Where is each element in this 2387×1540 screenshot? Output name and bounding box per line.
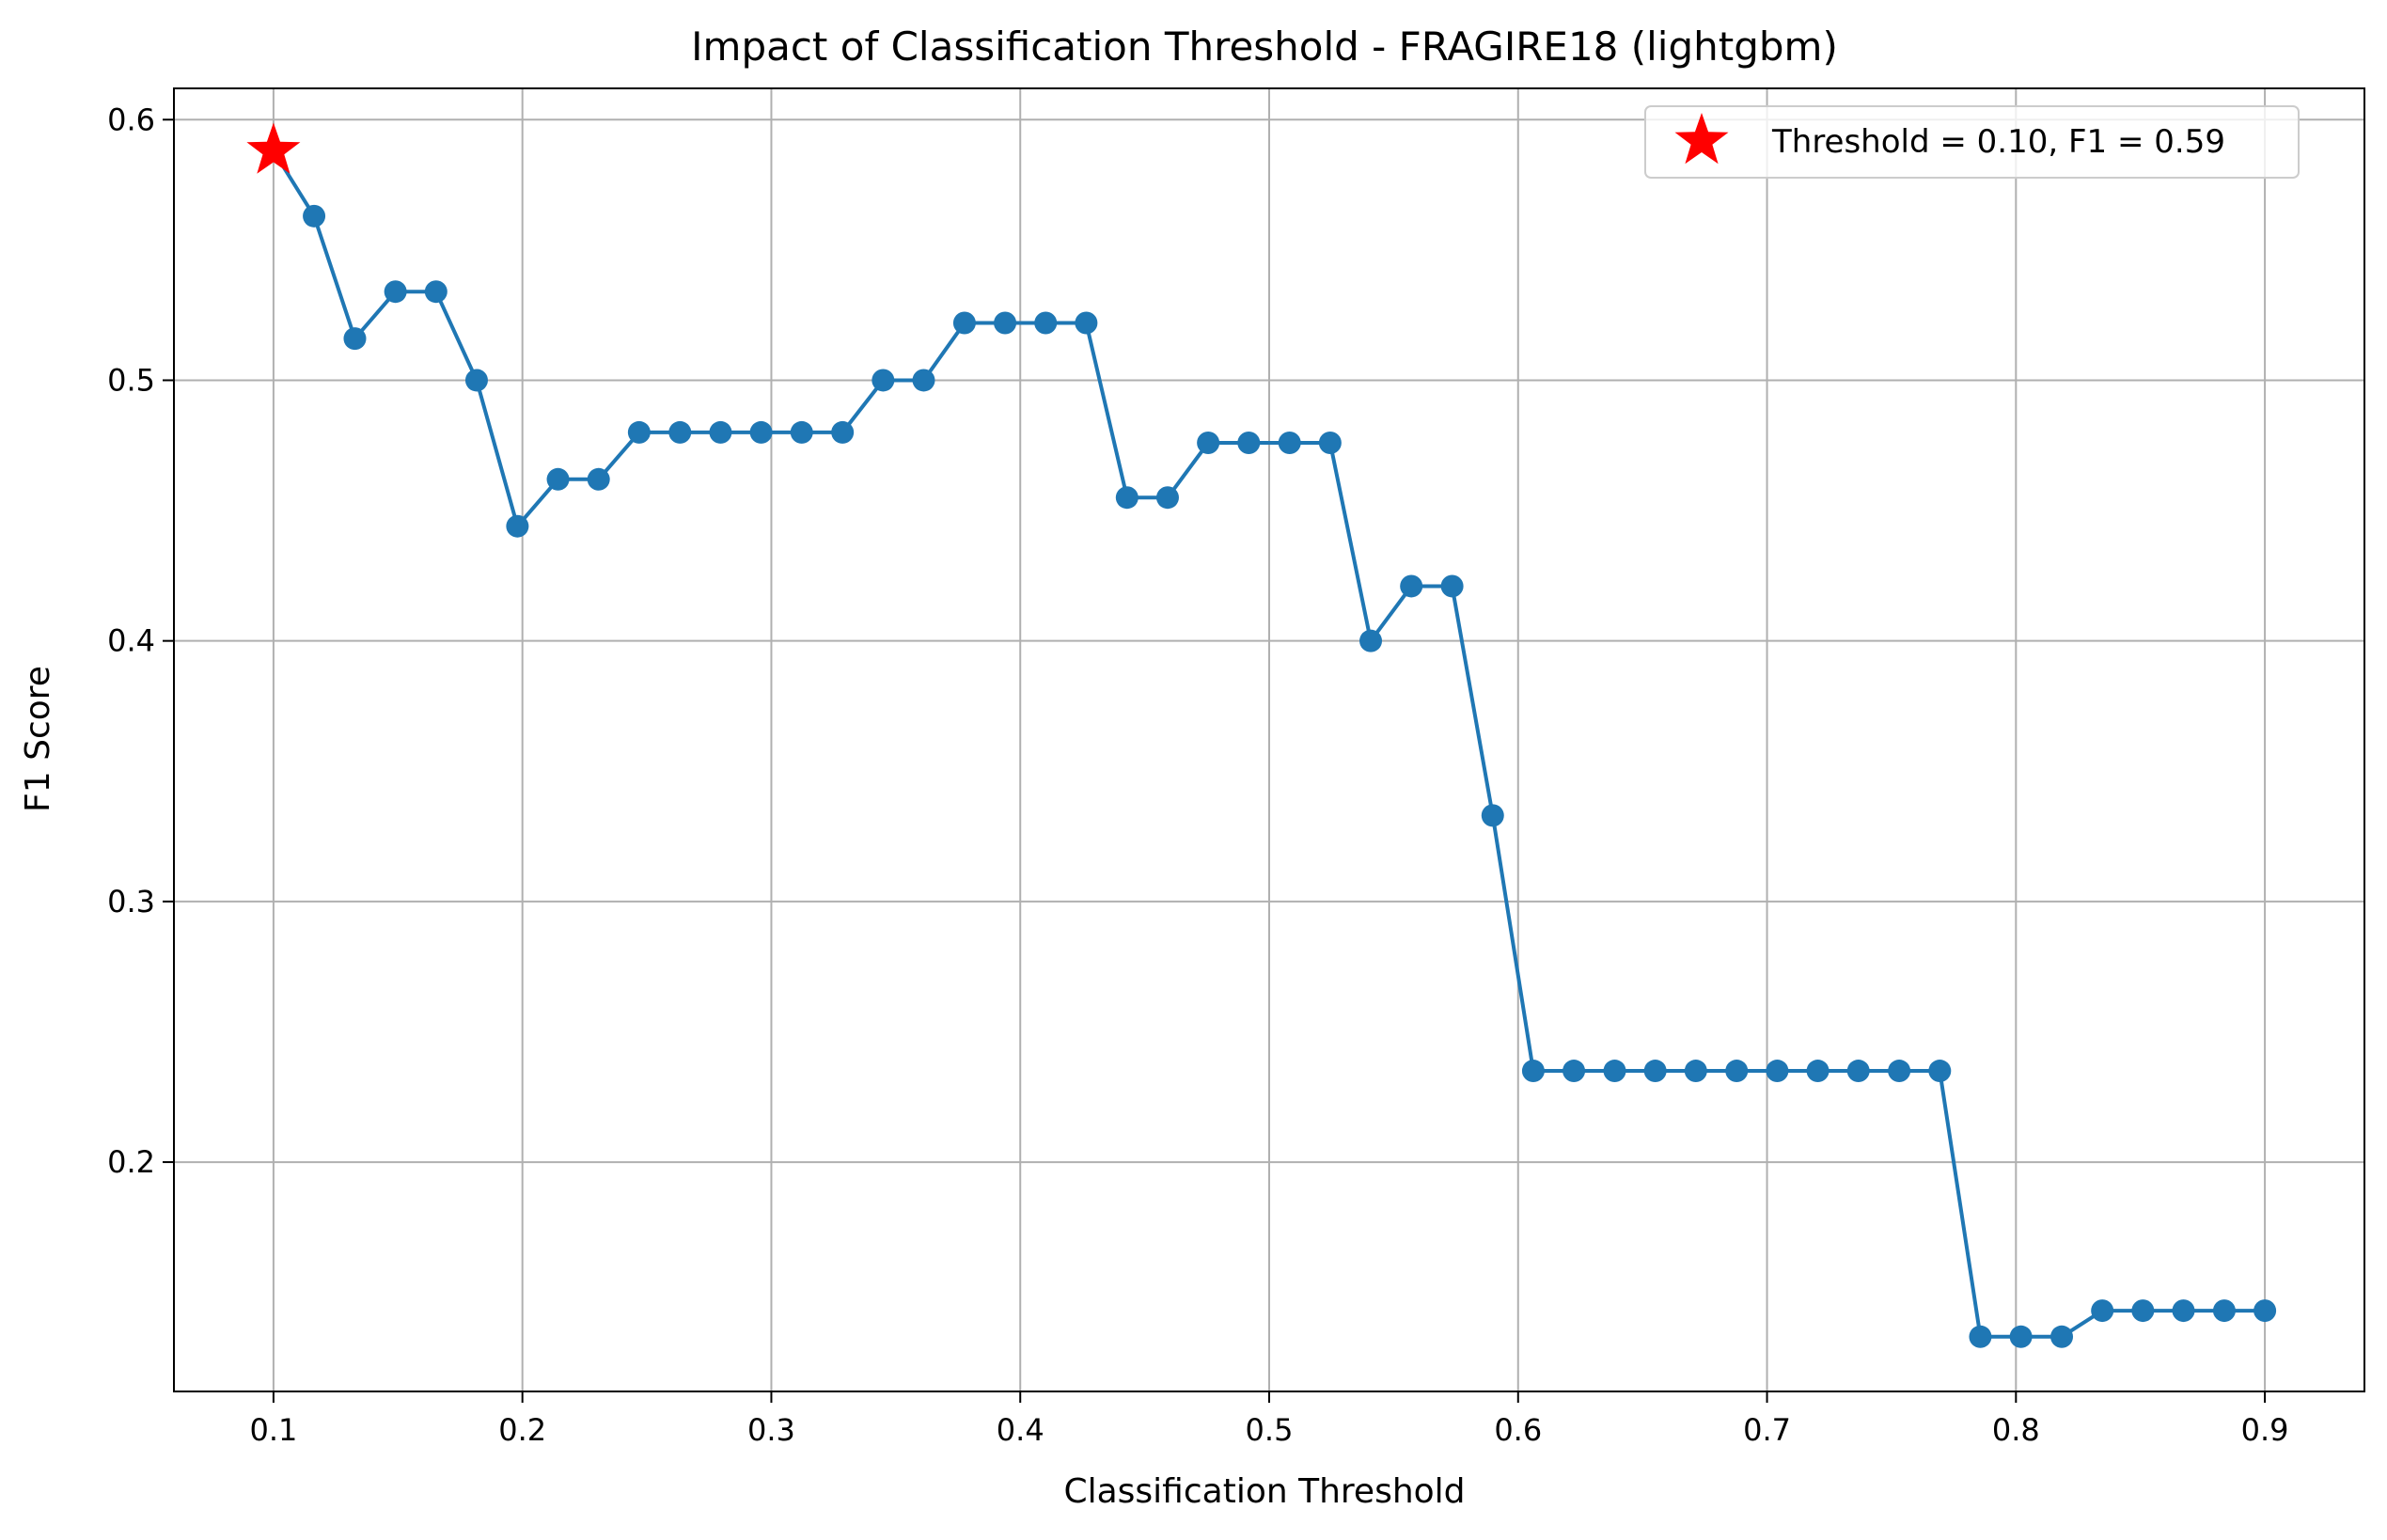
f1-data-point: [1481, 804, 1504, 827]
chart-title: Impact of Classification Threshold - FRA…: [691, 24, 1838, 70]
f1-data-point: [912, 369, 935, 392]
ticks-layer: 0.1 0.2 0.3 0.4 0.5 0.6 0.7 0.8 0.9 0.2 0.3 0.4 0.5 0…: [107, 102, 2288, 1448]
f1-data-point: [1928, 1060, 1952, 1083]
legend-box: [1644, 105, 2300, 179]
f1-data-point: [2091, 1299, 2114, 1323]
f1-data-point: [872, 369, 895, 392]
f1-data-point: [1237, 431, 1261, 454]
f1-data-point: [464, 369, 488, 392]
f1-data-point: [506, 514, 529, 538]
f1-data-point: [546, 467, 570, 491]
f1-data-point: [790, 420, 813, 444]
legend-label: Threshold = 0.10, F1 = 0.59: [1771, 123, 2225, 161]
y-tick-label: 0.6: [107, 102, 155, 137]
x-tick-label: 0.7: [1743, 1412, 1791, 1448]
f1-data-point: [1318, 431, 1342, 454]
f1-data-point: [749, 420, 773, 444]
x-tick-label: 0.9: [2241, 1412, 2289, 1448]
f1-data-point: [1155, 486, 1179, 510]
f1-data-point: [831, 420, 855, 444]
f1-data-point: [1521, 1060, 1545, 1083]
f1-data-point: [1359, 629, 1383, 652]
f1-data-point: [2212, 1299, 2236, 1323]
y-axis-title: F1 Score: [19, 666, 57, 812]
f1-data-point: [1115, 486, 1139, 510]
f1-data-point: [2131, 1299, 2155, 1323]
x-tick-label: 0.6: [1494, 1412, 1542, 1448]
f1-data-point: [343, 327, 367, 351]
f1-data-point: [1766, 1060, 1789, 1083]
f1-data-point: [1603, 1060, 1626, 1083]
x-axis-title: Classification Threshold: [1063, 1472, 1465, 1511]
x-tick-label: 0.3: [747, 1412, 795, 1448]
f1-data-point: [1684, 1060, 1707, 1083]
legend-star-marker: [1674, 113, 1729, 165]
f1-data-point: [2050, 1325, 2074, 1348]
f1-data-point: [1034, 311, 1058, 335]
f1-data-point: [1846, 1060, 1870, 1083]
y-tick-label: 0.4: [107, 623, 155, 659]
f1-data-point: [1400, 574, 1423, 598]
f1-data-point: [587, 467, 610, 491]
f1-data-point: [1563, 1060, 1586, 1083]
f1-data-point: [627, 420, 651, 444]
f1-data-point: [384, 280, 407, 304]
f1-data-point: [1643, 1060, 1667, 1083]
f1-data-point: [2172, 1299, 2195, 1323]
f1-data-point: [1278, 431, 1301, 454]
series-layer: [246, 122, 2277, 1348]
f1-data-point: [952, 311, 976, 335]
x-tick-label: 0.8: [1992, 1412, 2040, 1448]
x-tick-label: 0.1: [249, 1412, 297, 1448]
f1-data-point: [994, 311, 1017, 335]
f1-data-point: [2254, 1299, 2277, 1323]
best-threshold-star: [246, 122, 301, 174]
f1-data-point: [709, 420, 732, 444]
f1-data-point: [668, 420, 692, 444]
f1-data-point: [1197, 431, 1220, 454]
f1-data-point: [1440, 574, 1464, 598]
f1-data-point: [303, 204, 326, 228]
x-tick-label: 0.5: [1246, 1412, 1294, 1448]
f1-data-point: [1888, 1060, 1911, 1083]
y-tick-label: 0.3: [107, 884, 155, 919]
x-tick-label: 0.2: [498, 1412, 546, 1448]
f1-data-point: [1725, 1060, 1749, 1083]
x-tick-label: 0.4: [997, 1412, 1044, 1448]
f1-data-point: [1806, 1060, 1830, 1083]
legend: Threshold = 0.10, F1 = 0.59: [1644, 105, 2300, 179]
f1-data-point: [1969, 1325, 1992, 1348]
f1-data-point: [424, 280, 448, 304]
f1-data-point: [1075, 311, 1098, 335]
f1-data-point: [2009, 1325, 2033, 1348]
y-tick-label: 0.5: [107, 362, 155, 398]
y-tick-label: 0.2: [107, 1144, 155, 1180]
